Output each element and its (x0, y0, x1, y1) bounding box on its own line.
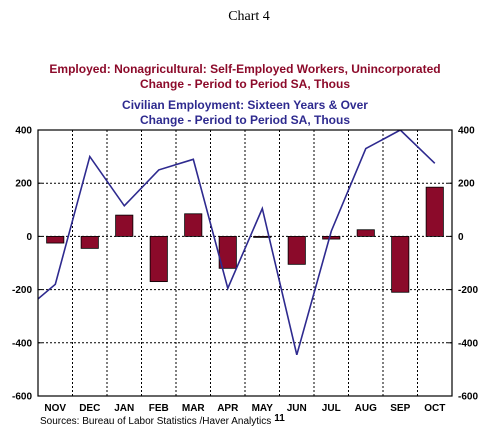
bar-jul (322, 235, 341, 240)
bar-nov (46, 235, 65, 244)
bar-sep (391, 235, 410, 293)
bar-dec (80, 235, 99, 249)
x-tick-label-sep: SEP (390, 403, 410, 414)
bar-mar (184, 213, 203, 237)
y-tick-label-left: 400 (15, 126, 32, 137)
legend-line-series-name: Civilian Employment: Sixteen Years & Ove… (122, 98, 368, 112)
plot-frame (37, 129, 453, 397)
bar-oct (425, 186, 444, 237)
x-tick-label-jan: JAN (114, 403, 134, 414)
y-tick-label-right: 400 (458, 126, 475, 137)
x-tick-label-jul: JUL (322, 403, 341, 414)
x-tick-label-aug: AUG (355, 403, 377, 414)
legend-line-series-units: Change - Period to Period SA, Thous (139, 113, 350, 127)
y-tick-label-left: -600 (12, 392, 32, 403)
x-tick-label-jun: JUN (287, 403, 307, 414)
x-tick-label-feb: FEB (149, 403, 169, 414)
y-tick-label-left: 200 (15, 179, 32, 190)
x-tick-label-dec: DEC (79, 403, 100, 414)
x-year-label: 11 (274, 413, 285, 424)
x-tick-label-may: MAY (252, 403, 274, 414)
x-tick-label-apr: APR (217, 403, 239, 414)
y-tick-label-right: 0 (458, 232, 464, 243)
chart-title: Chart 4 (228, 9, 270, 24)
y-tick-label-right: 200 (458, 179, 475, 190)
legend-bar-series-name: Employed: Nonagricultural: Self-Employed… (49, 62, 441, 76)
y-tick-label-right: -400 (458, 338, 478, 349)
line-series-civilian-employment (38, 130, 436, 356)
bar-jan (115, 214, 134, 237)
bar-may (253, 235, 272, 238)
legend-bar-series-units: Change - Period to Period SA, Thous (139, 77, 350, 91)
bar-jun (287, 235, 306, 265)
x-tick-label-nov: NOV (44, 403, 66, 414)
y-tick-label-right: -200 (458, 285, 478, 296)
bar-aug (356, 229, 375, 237)
y-tick-label-left: -400 (12, 338, 32, 349)
bar-feb (149, 235, 168, 283)
source-note: Sources: Bureau of Labor Statistics /Hav… (40, 416, 272, 427)
bar-apr (218, 235, 237, 269)
y-tick-label-right: -600 (458, 392, 478, 403)
x-tick-label-mar: MAR (182, 403, 206, 414)
y-tick-label-left: 0 (26, 232, 32, 243)
y-tick-label-left: -200 (12, 285, 32, 296)
x-tick-label-oct: OCT (424, 403, 445, 414)
